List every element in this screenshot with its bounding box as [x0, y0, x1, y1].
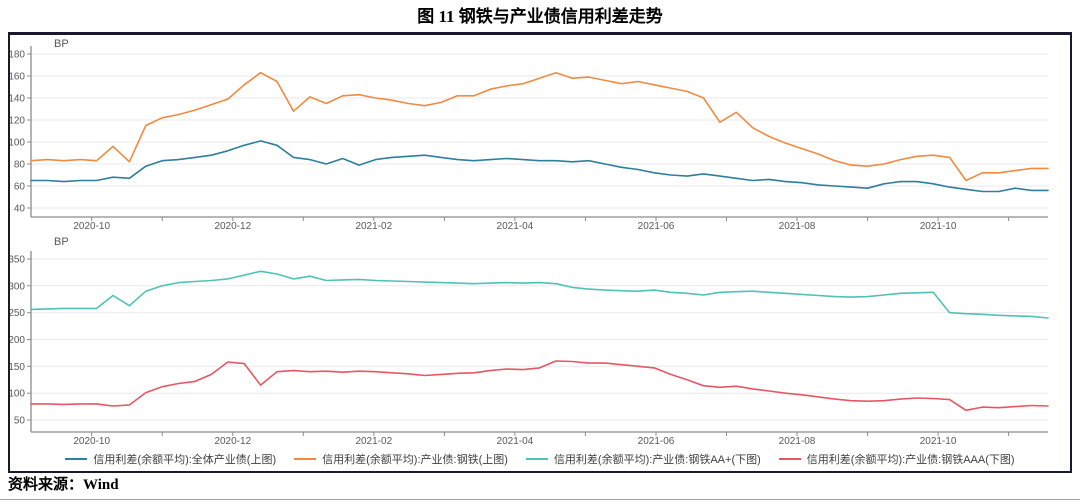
svg-text:120: 120 [10, 116, 25, 127]
svg-text:2021-10: 2021-10 [920, 221, 957, 232]
chart-panel: 180 160 140 120 100 80 60 40 2020-10 2020-12 2021-… [8, 32, 1072, 473]
svg-text:350: 350 [10, 255, 25, 266]
svg-text:50: 50 [14, 416, 26, 427]
svg-text:2021-06: 2021-06 [638, 221, 675, 232]
svg-text:2021-08: 2021-08 [779, 436, 816, 447]
svg-text:140: 140 [10, 94, 25, 105]
svg-text:2020-12: 2020-12 [214, 221, 251, 232]
top-chart: 180 160 140 120 100 80 60 40 2020-10 2020-12 2021-… [10, 38, 1049, 232]
legend-item-steel: 信用利差(余额平均):产业债:钢铁(上图) [294, 451, 508, 467]
legend-label: 信用利差(余额平均):产业债:钢铁AA+(下图) [553, 454, 761, 466]
svg-text:100: 100 [10, 138, 25, 149]
legend-line-swatch [778, 457, 801, 461]
bottom-chart: 350 300 250 200 150 100 50 2020-10 2020-12 2021-0… [10, 236, 1049, 447]
svg-text:100: 100 [10, 389, 25, 400]
legend-item-steel-aa-plus: 信用利差(余额平均):产业债:钢铁AA+(下图) [525, 451, 761, 467]
svg-text:2021-06: 2021-06 [638, 436, 675, 447]
svg-text:2021-02: 2021-02 [355, 436, 392, 447]
svg-text:300: 300 [10, 281, 25, 292]
svg-text:2020-12: 2020-12 [214, 436, 251, 447]
legend-label: 信用利差(余额平均):全体产业债(上图) [93, 454, 277, 466]
source-note: 资料来源：Wind [8, 477, 119, 493]
svg-text:160: 160 [10, 72, 25, 83]
legend-item-all-industrial: 信用利差(余额平均):全体产业债(上图) [65, 451, 276, 467]
legend-line-swatch [65, 457, 88, 461]
svg-text:2021-04: 2021-04 [497, 436, 534, 447]
legend-item-steel-aaa: 信用利差(余额平均):产业债:钢铁AAA(下图) [778, 451, 1015, 467]
svg-text:60: 60 [14, 182, 26, 193]
svg-text:80: 80 [14, 160, 26, 171]
svg-text:250: 250 [10, 308, 25, 319]
svg-text:40: 40 [14, 204, 26, 215]
svg-text:BP: BP [54, 236, 69, 248]
svg-text:2021-10: 2021-10 [920, 436, 957, 447]
svg-text:2020-10: 2020-10 [73, 221, 110, 232]
svg-text:2021-02: 2021-02 [355, 221, 392, 232]
legend: 信用利差(余额平均):全体产业债(上图) 信用利差(余额平均):产业债:钢铁(上… [10, 447, 1070, 471]
svg-text:2021-08: 2021-08 [779, 221, 816, 232]
figure-title: 图 11 钢铁与产业债信用利差走势 [417, 7, 663, 26]
legend-line-swatch [294, 457, 317, 461]
svg-text:2021-04: 2021-04 [497, 221, 534, 232]
svg-text:2020-10: 2020-10 [73, 436, 110, 447]
legend-line-swatch [525, 457, 548, 461]
svg-text:200: 200 [10, 335, 25, 346]
legend-label: 信用利差(余额平均):产业债:钢铁(上图) [322, 454, 508, 466]
svg-text:BP: BP [54, 38, 69, 50]
svg-text:150: 150 [10, 362, 25, 373]
svg-text:180: 180 [10, 50, 25, 61]
bottom-divider [0, 499, 1080, 500]
legend-label: 信用利差(余额平均):产业债:钢铁AAA(下图) [806, 454, 1015, 466]
